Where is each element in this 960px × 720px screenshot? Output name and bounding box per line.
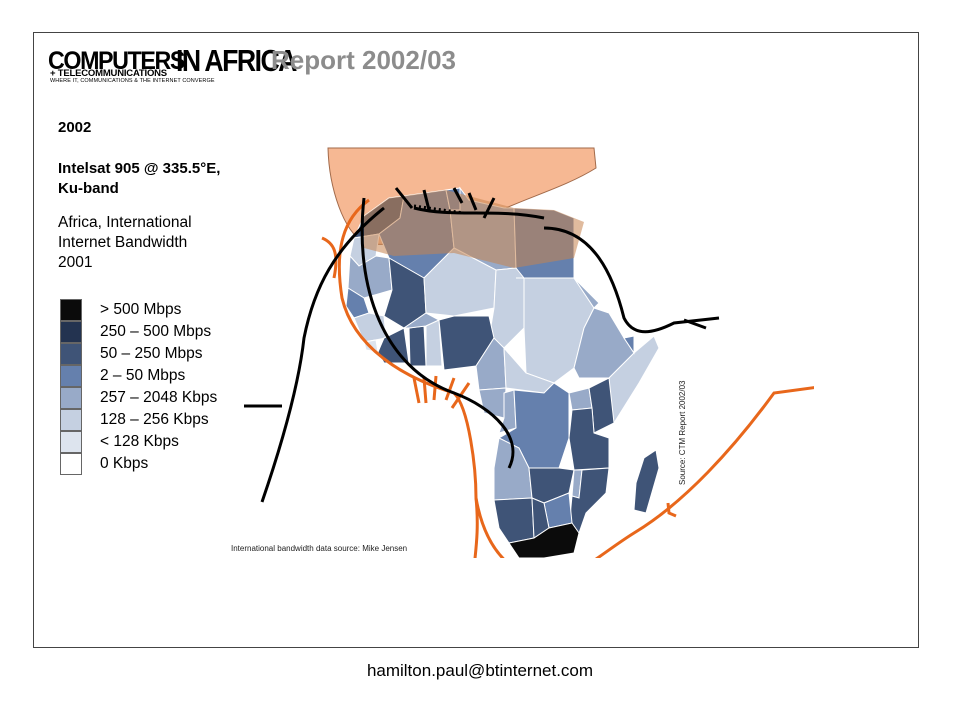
logo-tagline: WHERE IT, COMMUNICATIONS & THE INTERNET … (50, 78, 215, 84)
legend-swatch (60, 365, 82, 387)
satellite-line-1: Intelsat 905 @ 335.5°E, (58, 160, 221, 177)
legend-swatch (60, 321, 82, 343)
report-title: Report 2002/03 (271, 45, 456, 75)
link-east-branch (683, 318, 707, 330)
country-chad (488, 267, 525, 349)
link-north-coast (413, 206, 545, 220)
africa-bandwidth-map (244, 147, 814, 558)
cable-branch-2 (422, 377, 428, 404)
year-label: 2002 (58, 119, 92, 136)
ctm-source-note: Source: CTM Report 2002/03 (678, 380, 687, 486)
logo-main-text: COMPUTERS (48, 47, 185, 75)
logo-africa-text: IN AFRICA (176, 43, 297, 78)
slide-frame: COMPUTERS IN AFRICA + TELECOMMUNICATIONS… (33, 32, 919, 648)
link-north-1 (394, 187, 414, 209)
description-line-2: Internet Bandwidth (58, 234, 188, 251)
legend-label: 250 – 500 Mbps (100, 323, 212, 340)
cable-atlantic-outer (321, 236, 338, 279)
africa-continent (345, 186, 660, 558)
satellite-line-2: Ku-band (58, 180, 119, 197)
legend-label: 128 – 256 Kbps (100, 411, 209, 428)
bandwidth-source-note: International bandwidth data source: Mik… (231, 544, 408, 553)
cable-branch-6 (666, 502, 677, 518)
link-north-2 (422, 189, 431, 211)
legend-label: 50 – 250 Mbps (100, 345, 203, 362)
link-dotted (413, 204, 465, 215)
logo-subtitle: + TELECOMMUNICATIONS (50, 68, 167, 79)
country-eritrea (573, 277, 600, 309)
legend-swatch (60, 409, 82, 431)
link-east-arc (543, 226, 720, 334)
legend-swatch (60, 343, 82, 365)
map-description: Africa, International Internet Bandwidth… (58, 213, 258, 273)
country-namibia (493, 497, 535, 544)
legend-swatch (60, 387, 82, 409)
legend-label: < 128 Kbps (100, 433, 179, 450)
description-line-1: Africa, International (58, 214, 192, 231)
cable-branch-4 (444, 377, 456, 401)
cable-branch-1 (412, 377, 421, 404)
country-uganda (568, 387, 593, 411)
country-togo-benin (425, 319, 443, 367)
description-line-3: 2001 (58, 254, 93, 271)
country-south-africa (508, 522, 580, 558)
legend-label: 0 Kbps (100, 455, 149, 472)
footer-email: hamilton.paul@btinternet.com (366, 661, 594, 680)
link-north-3 (452, 187, 464, 204)
legend-swatch (60, 299, 82, 321)
legend-label: 2 – 50 Mbps (100, 367, 186, 384)
link-long-west (260, 206, 385, 503)
cable-south-loop (474, 386, 814, 558)
legend-swatch (60, 431, 82, 453)
link-north-5 (482, 197, 496, 219)
satellite-label: Intelsat 905 @ 335.5°E, Ku-band (58, 159, 278, 199)
country-kenya (588, 377, 615, 434)
legend-label: > 500 Mbps (100, 301, 182, 318)
computers-in-africa-logo: COMPUTERS IN AFRICA + TELECOMMUNICATIONS… (48, 44, 297, 87)
link-north-4 (467, 192, 478, 211)
country-madagascar (633, 449, 660, 514)
country-ghana (408, 325, 427, 367)
legend-swatch (60, 453, 82, 475)
country-djibouti (623, 335, 635, 355)
cable-branch-3 (432, 375, 438, 401)
link-north-arc (360, 197, 515, 469)
legend-label: 257 – 2048 Kbps (100, 389, 218, 406)
country-tanzania (568, 407, 610, 471)
black-satellite-links (244, 187, 720, 503)
